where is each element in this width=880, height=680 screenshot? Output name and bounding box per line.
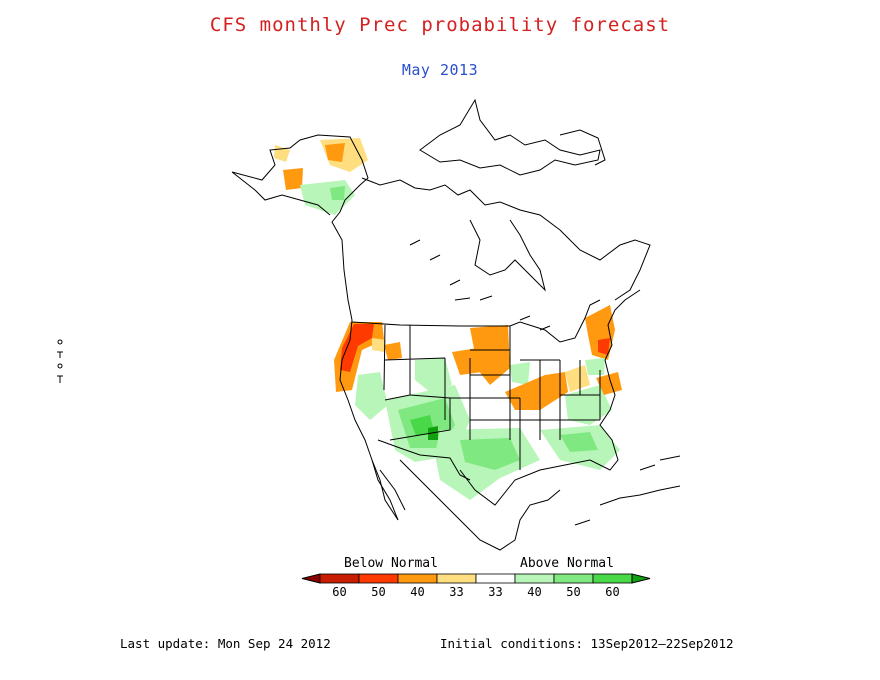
baja <box>371 459 406 521</box>
shade-texas-green-mid <box>460 438 520 470</box>
shade-great-lakes-green <box>510 362 530 385</box>
shade-alaska-west-orange <box>283 168 303 190</box>
mexico-coast <box>399 459 561 551</box>
map-title: CFS monthly Prec probability forecast <box>209 14 671 36</box>
alaska-outline <box>231 134 369 321</box>
last-update-text: Last update: Mon Sep 24 2012 <box>120 636 331 651</box>
gulf-coast <box>459 409 619 506</box>
legend-above-normal-label: Above Normal <box>520 556 614 571</box>
legend-swatch-5 <box>514 573 555 584</box>
shade-gulf-green-mid <box>560 432 598 452</box>
legend-swatch-1 <box>358 573 399 584</box>
legend-below-normal-label: Below Normal <box>344 556 438 571</box>
greenland-edge <box>559 129 606 166</box>
shade-utah-green <box>415 358 452 392</box>
state-lines-east <box>520 359 601 440</box>
probability-legend: 60 50 40 33 33 40 50 60 <box>301 573 651 599</box>
arctic-coast <box>361 177 561 231</box>
side-vertical-label <box>57 339 63 383</box>
legend-arrow-above <box>631 573 651 584</box>
legend-arrow-below <box>301 573 321 584</box>
shade-alaska-north-orange <box>325 143 345 162</box>
shade-carolina-orange <box>596 372 622 395</box>
state-lines-central <box>470 326 521 470</box>
legend-tick-label-4: 33 <box>488 585 502 599</box>
canada-lakes <box>409 239 551 331</box>
map-outlines <box>231 98 681 551</box>
shade-dakota-orange <box>452 348 482 375</box>
shade-minnesota-orange <box>470 325 510 385</box>
legend-swatch-7 <box>592 573 633 584</box>
legend-tick-label-7: 60 <box>605 585 619 599</box>
shade-east-green <box>585 358 605 375</box>
legend-swatch-2 <box>397 573 438 584</box>
legend-tick-label-5: 40 <box>527 585 541 599</box>
state-lines-west <box>383 324 471 441</box>
legend-tick-label-6: 50 <box>566 585 580 599</box>
shade-ohio-valley-yellow <box>565 365 590 392</box>
arctic-islands <box>419 98 601 176</box>
legend-swatch-6 <box>553 573 594 584</box>
legend-tick-label-1: 50 <box>371 585 385 599</box>
legend-tick-label-0: 60 <box>332 585 346 599</box>
east-coast <box>604 289 641 411</box>
legend-swatch-3 <box>436 573 477 584</box>
shade-northeast-red <box>598 338 610 355</box>
initial-conditions-text: Initial conditions: 13Sep2012–22Sep2012 <box>440 636 734 651</box>
shade-alaska-yellow <box>274 145 290 162</box>
probability-shading <box>274 138 622 500</box>
shade-alaska-green <box>300 180 355 215</box>
labrador-coast <box>559 229 651 301</box>
legend-swatch-0 <box>319 573 360 584</box>
shade-nevada-green <box>355 372 388 420</box>
shade-west-coast-red <box>340 324 374 372</box>
shade-idaho-orange <box>384 342 402 360</box>
map-subtitle: May 2013 <box>401 61 479 79</box>
shade-ohio-valley-orange <box>505 372 568 410</box>
us-canada-border <box>351 299 601 343</box>
legend-tick-label-2: 40 <box>410 585 424 599</box>
hudson-bay <box>469 219 546 292</box>
caribbean-islands <box>574 455 681 526</box>
legend-swatch-4 <box>475 573 516 584</box>
legend-tick-label-3: 33 <box>449 585 463 599</box>
shade-northwest-yellow <box>372 338 386 352</box>
shade-alaska-green-dark <box>330 186 345 200</box>
us-mexico-border <box>377 439 471 481</box>
